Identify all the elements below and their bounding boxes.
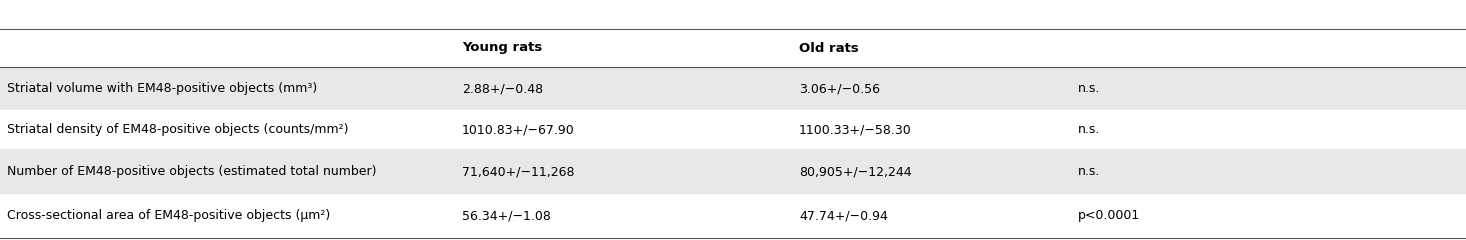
Text: n.s.: n.s. — [1078, 82, 1100, 95]
FancyBboxPatch shape — [0, 67, 1466, 110]
Text: p<0.0001: p<0.0001 — [1078, 210, 1139, 222]
Text: n.s.: n.s. — [1078, 165, 1100, 178]
Text: Striatal density of EM48-positive objects (counts/mm²): Striatal density of EM48-positive object… — [7, 123, 349, 136]
Text: 56.34+/−1.08: 56.34+/−1.08 — [462, 210, 551, 222]
Text: 2.88+/−0.48: 2.88+/−0.48 — [462, 82, 542, 95]
Text: 47.74+/−0.94: 47.74+/−0.94 — [799, 210, 888, 222]
Text: Young rats: Young rats — [462, 42, 542, 54]
Text: Cross-sectional area of EM48-positive objects (μm²): Cross-sectional area of EM48-positive ob… — [7, 210, 330, 222]
Text: 1100.33+/−58.30: 1100.33+/−58.30 — [799, 123, 912, 136]
FancyBboxPatch shape — [0, 149, 1466, 194]
Text: Number of EM48-positive objects (estimated total number): Number of EM48-positive objects (estimat… — [7, 165, 377, 178]
Text: 71,640+/−11,268: 71,640+/−11,268 — [462, 165, 575, 178]
Text: 1010.83+/−67.90: 1010.83+/−67.90 — [462, 123, 575, 136]
Text: n.s.: n.s. — [1078, 123, 1100, 136]
Text: Striatal volume with EM48-positive objects (mm³): Striatal volume with EM48-positive objec… — [7, 82, 318, 95]
Text: Old rats: Old rats — [799, 42, 859, 54]
Text: 80,905+/−12,244: 80,905+/−12,244 — [799, 165, 912, 178]
Text: 3.06+/−0.56: 3.06+/−0.56 — [799, 82, 880, 95]
